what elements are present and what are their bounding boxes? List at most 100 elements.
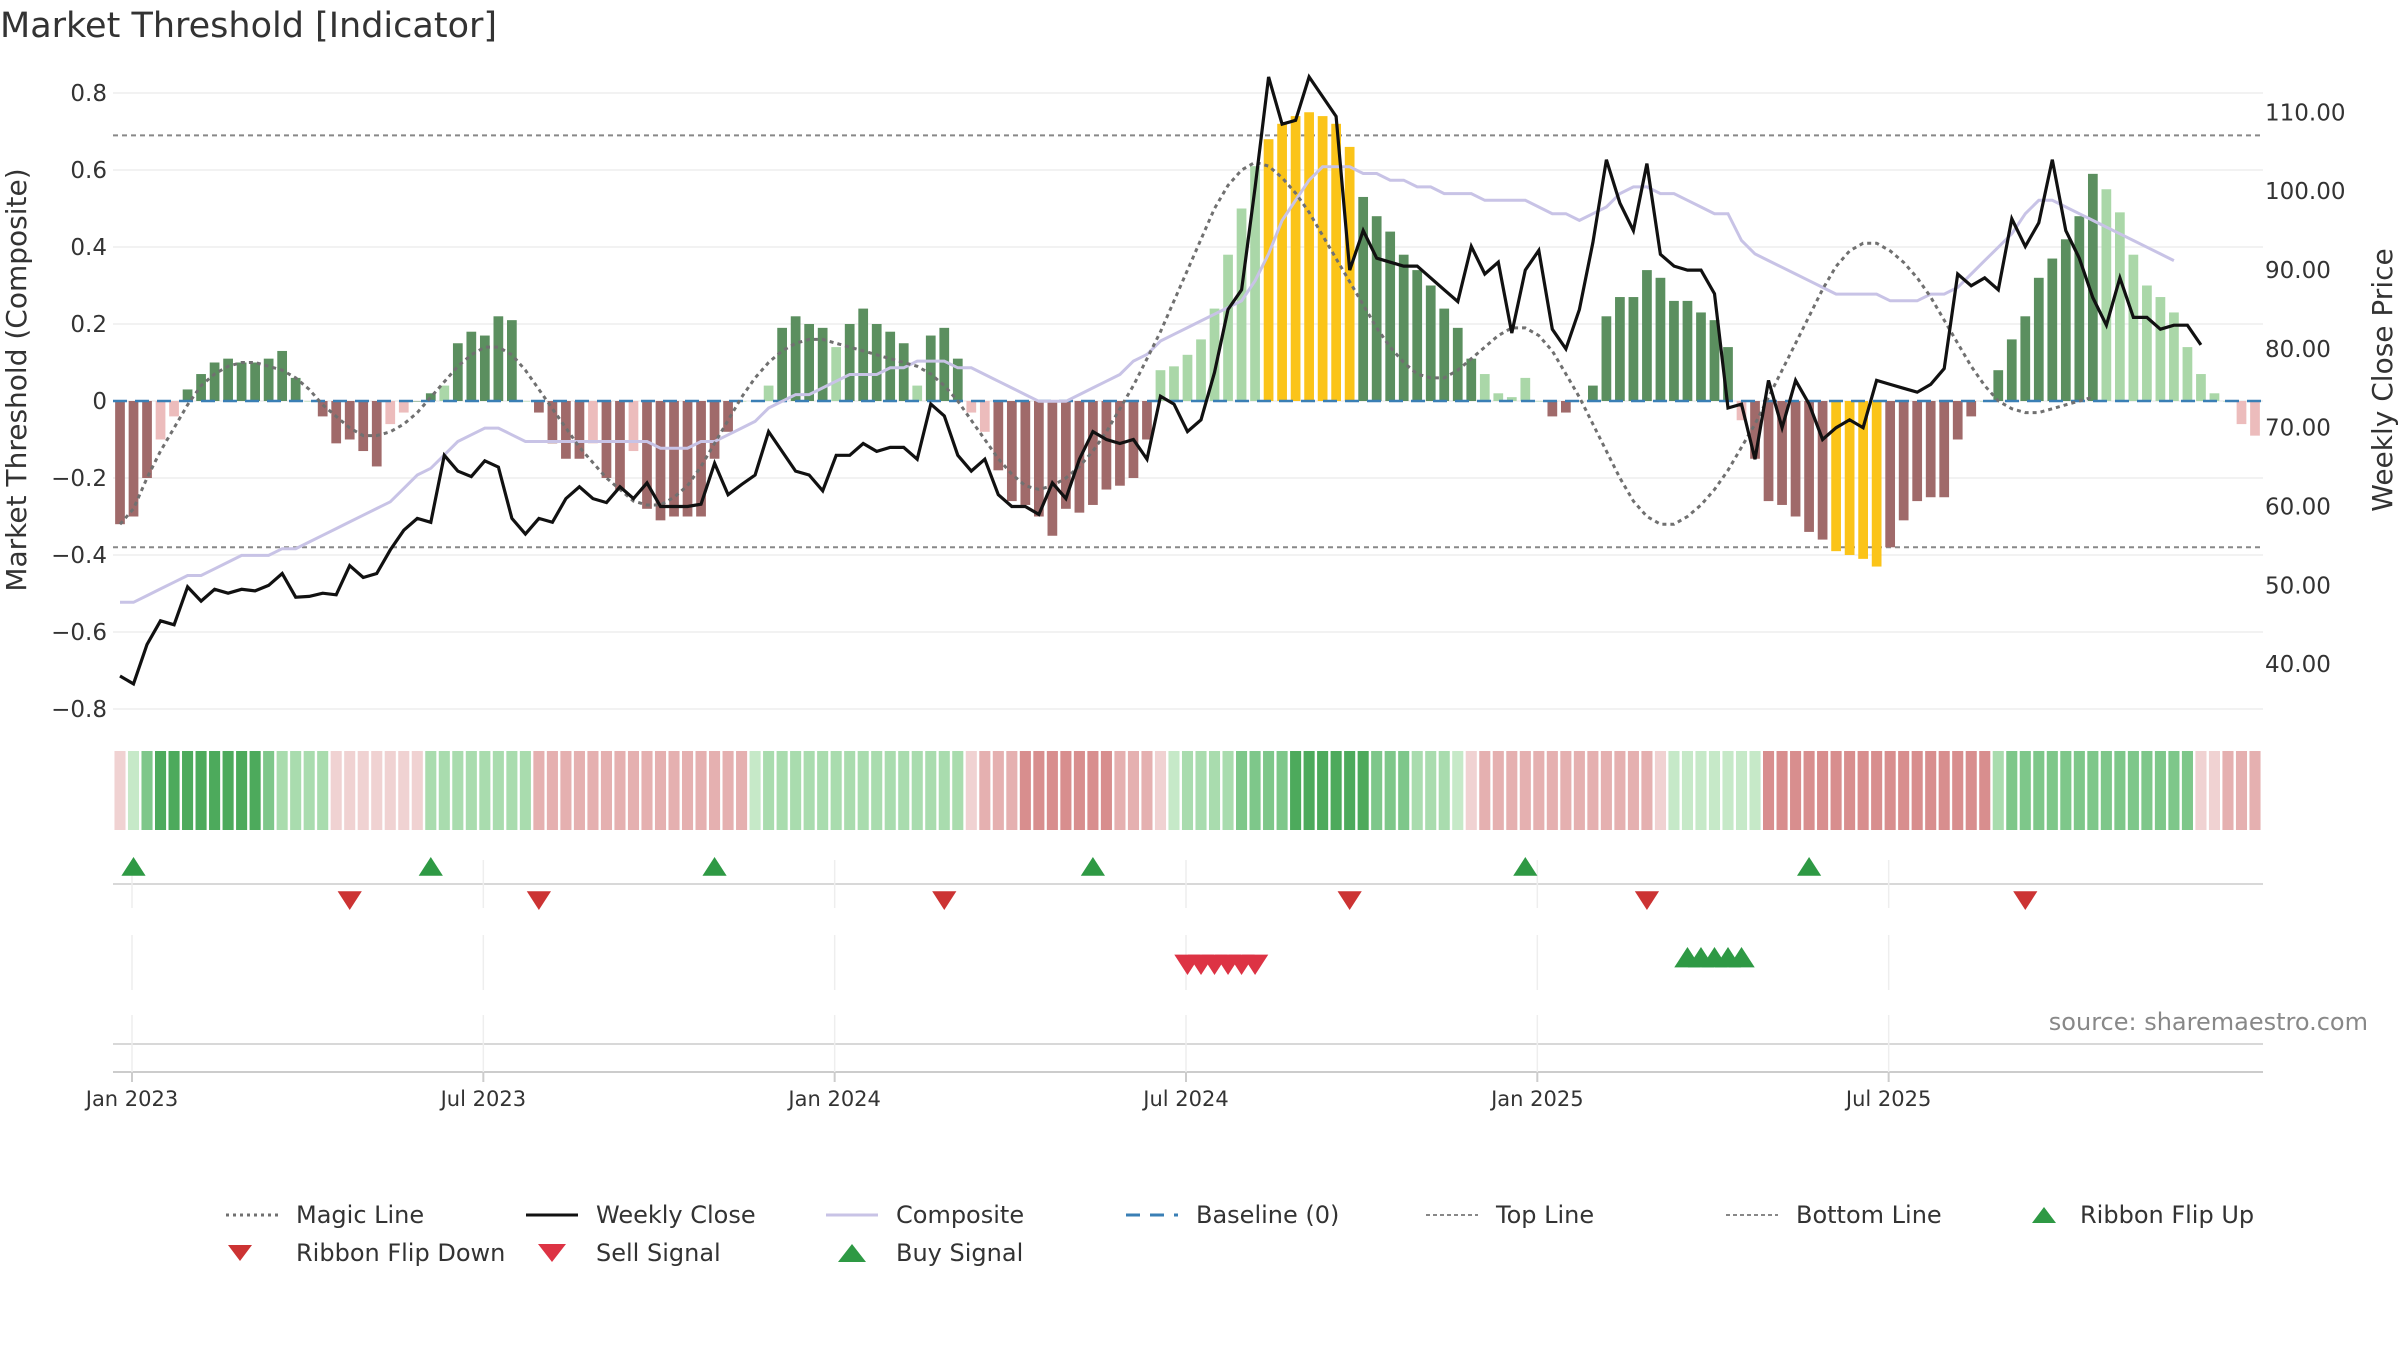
legend-label-ribbon-flip-up: Ribbon Flip Up [2080, 1201, 2255, 1229]
ribbon-cell [1708, 751, 1721, 830]
y-tick-label: 0.2 [70, 312, 107, 338]
ribbon-cell [249, 751, 261, 830]
ribbon-cell [1384, 751, 1396, 830]
composite-bar [439, 385, 450, 401]
legend-row-2: Ribbon Flip Down Sell Signal Buy Signal [224, 1234, 2374, 1272]
y2-tick-label: 40.00 [2265, 652, 2331, 678]
ribbon-cell [222, 751, 234, 830]
composite-bar [277, 350, 288, 401]
ribbon-cell [1925, 751, 1937, 830]
y2-tick-label: 110.00 [2265, 100, 2345, 126]
ribbon-cell [1317, 751, 1329, 830]
y-tick-label: 0 [92, 389, 107, 415]
composite-bar [1939, 401, 1950, 498]
ribbon-cell [357, 751, 369, 830]
ribbon-cell [1127, 751, 1139, 830]
ribbon-cell [1506, 751, 1518, 830]
ribbon-cell [722, 751, 734, 830]
composite-bar [412, 401, 423, 402]
ribbon-cell [1857, 751, 1869, 830]
ribbon-cell [506, 751, 518, 830]
composite-bar [1277, 123, 1287, 402]
composite-bar [2155, 297, 2166, 401]
ribbon-cell [709, 751, 721, 830]
composite-bar [898, 343, 909, 401]
composite-bar [993, 401, 1004, 471]
ribbon-flip-up-marker [121, 857, 146, 876]
ribbon-flip-down-marker [1337, 891, 1362, 910]
ribbon-cell [1952, 751, 1964, 830]
ribbon-cell [384, 751, 396, 830]
ribbon-cell [154, 751, 167, 830]
composite-bar [1885, 401, 1896, 548]
composite-bar [966, 401, 977, 413]
ribbon-cell [1627, 751, 1639, 830]
legend-item-composite: Composite [824, 1201, 1124, 1229]
ribbon-cell [1776, 751, 1788, 830]
composite-bar [628, 401, 639, 452]
ribbon-cell [1763, 751, 1775, 830]
y2-tick-label: 100.00 [2265, 179, 2345, 205]
composite-bar [777, 327, 787, 401]
composite-bar [1750, 401, 1760, 459]
y-axis-left: 0.8 0.6 0.4 0.2 0 −0.2 −0.4 −0.6 −0.8 [51, 81, 107, 723]
ribbon-cell [1006, 751, 1018, 830]
composite-bar [2128, 254, 2139, 401]
composite-bar [1912, 401, 1923, 502]
ribbon-cell [1749, 751, 1761, 830]
composite-bar [466, 331, 477, 401]
composite-bar [196, 374, 206, 401]
y2-tick-label: 80.00 [2265, 337, 2331, 363]
composite-bar [1858, 401, 1868, 559]
composite-bar [1831, 401, 1841, 552]
sell-signal-marker [1241, 954, 1269, 975]
composite-bar [1006, 401, 1017, 502]
legend-label-composite: Composite [896, 1201, 1025, 1229]
x-tick-label: Jan 2025 [1489, 1087, 1584, 1111]
ribbon-flip-up-marker [702, 857, 727, 876]
ribbon-cell [681, 751, 694, 830]
ribbon-cell [2141, 751, 2153, 830]
composite-bar [2169, 312, 2179, 401]
composite-bar [1669, 300, 1679, 401]
ribbon-cell [1790, 751, 1802, 830]
composite-bar [1223, 254, 1233, 401]
ribbon-flip-down-marker [337, 891, 362, 910]
x-tick-label: Jul 2024 [1141, 1087, 1228, 1111]
ribbon-cell [290, 751, 302, 830]
ribbon-cell [2208, 751, 2221, 830]
ribbon-cell [236, 751, 248, 830]
ribbon-cell [925, 751, 937, 830]
ribbon-cell [1546, 751, 1558, 830]
composite-bar [452, 343, 463, 401]
ribbon-cell [2100, 751, 2112, 830]
ribbon-cell [884, 751, 896, 830]
composite-bar [871, 324, 882, 401]
composite-bar [1344, 146, 1355, 401]
ribbon-cell [573, 751, 585, 830]
y-tick-label: −0.4 [51, 543, 107, 569]
ribbon-flip-up-marker [418, 857, 443, 876]
composite-bar [642, 401, 652, 509]
ribbon-cell [1817, 751, 1829, 830]
composite-bar [128, 401, 139, 517]
ribbon-cell [1290, 751, 1302, 830]
ribbon-cell [1330, 751, 1342, 830]
ribbon-cell [803, 751, 815, 830]
composite-bar [1412, 270, 1423, 401]
ribbon-cell [263, 751, 275, 830]
ribbon-cell [1979, 751, 1991, 830]
composite-bar [912, 385, 923, 401]
ribbon-cell [546, 751, 558, 830]
composite-bar [1020, 401, 1031, 505]
ribbon-cell [749, 751, 761, 830]
ribbon-cell [1722, 751, 1734, 830]
ribbon-cell [1249, 751, 1261, 830]
ribbon-strip [114, 751, 2261, 830]
composite-bar [2047, 258, 2058, 401]
ribbon-cell [1884, 751, 1896, 830]
composite-bar [1993, 370, 2004, 401]
composite-line [120, 165, 2175, 604]
composite-bar [479, 335, 490, 401]
composite-bar [2209, 393, 2220, 401]
